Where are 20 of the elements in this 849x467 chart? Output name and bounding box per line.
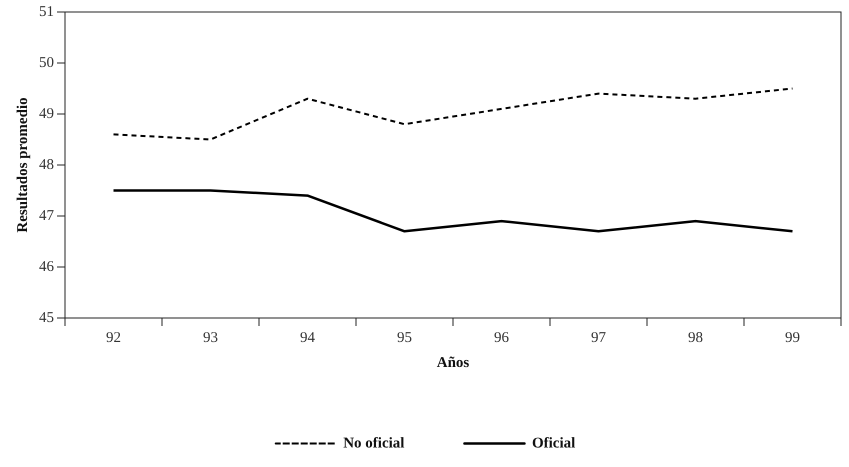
y-tick-label: 51 [39,4,54,20]
y-axis-title: Resultados promedio [14,97,31,233]
y-tick-label: 46 [39,258,54,275]
y-tick-label: 47 [39,208,54,224]
legend-label: No oficial [343,435,404,452]
legend-label: Oficial [532,435,576,452]
x-tick-label: 96 [494,330,510,346]
y-tick-label: 45 [39,310,54,326]
line-series [112,88,794,140]
x-tick-label: 94 [300,330,316,346]
x-tick-label: 99 [785,330,800,346]
x-axis-title: Años [436,354,470,371]
x-tick-label: 95 [397,330,412,346]
y-tick-label: 48 [39,156,54,173]
y-tick-label: 50 [39,54,54,71]
x-tick-label: 98 [688,330,703,346]
y-tick-label: 49 [39,106,54,122]
x-tick-label: 97 [591,330,606,346]
x-tick-label: 92 [106,330,121,346]
x-tick-label: 93 [203,330,218,346]
